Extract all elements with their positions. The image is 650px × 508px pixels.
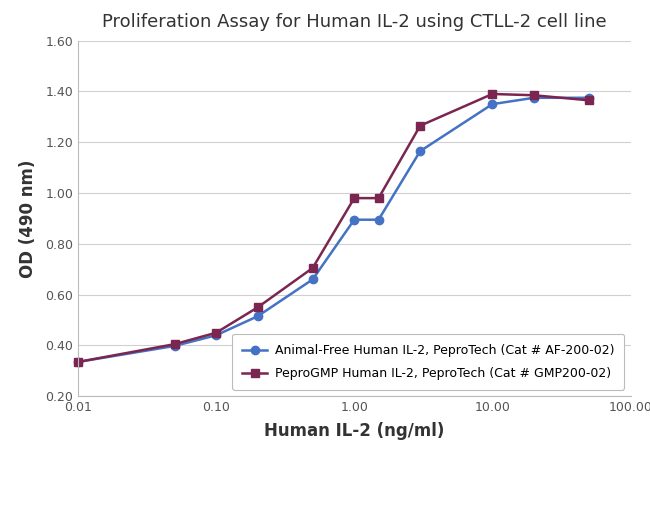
Title: Proliferation Assay for Human IL-2 using CTLL-2 cell line: Proliferation Assay for Human IL-2 using… (102, 13, 606, 31)
PeproGMP Human IL-2, PeproTech (Cat # GMP200-02) (374, 195, 382, 201)
Y-axis label: OD (490 nm): OD (490 nm) (19, 159, 37, 278)
Animal-Free Human IL-2, PeproTech (Cat # AF-200-02) (489, 101, 497, 107)
Animal-Free Human IL-2, PeproTech (Cat # AF-200-02) (74, 359, 82, 365)
PeproGMP Human IL-2, PeproTech (Cat # GMP200-02) (74, 359, 82, 365)
PeproGMP Human IL-2, PeproTech (Cat # GMP200-02) (309, 265, 317, 271)
PeproGMP Human IL-2, PeproTech (Cat # GMP200-02) (350, 195, 358, 201)
Line: Animal-Free Human IL-2, PeproTech (Cat # AF-200-02): Animal-Free Human IL-2, PeproTech (Cat #… (74, 93, 593, 366)
PeproGMP Human IL-2, PeproTech (Cat # GMP200-02) (212, 330, 220, 336)
Animal-Free Human IL-2, PeproTech (Cat # AF-200-02) (350, 217, 358, 223)
Animal-Free Human IL-2, PeproTech (Cat # AF-200-02) (585, 95, 593, 101)
Animal-Free Human IL-2, PeproTech (Cat # AF-200-02) (254, 313, 261, 320)
PeproGMP Human IL-2, PeproTech (Cat # GMP200-02) (416, 123, 424, 129)
PeproGMP Human IL-2, PeproTech (Cat # GMP200-02) (254, 304, 261, 310)
PeproGMP Human IL-2, PeproTech (Cat # GMP200-02) (171, 341, 179, 347)
X-axis label: Human IL-2 (ng/ml): Human IL-2 (ng/ml) (264, 423, 445, 440)
Animal-Free Human IL-2, PeproTech (Cat # AF-200-02) (374, 217, 382, 223)
Line: PeproGMP Human IL-2, PeproTech (Cat # GMP200-02): PeproGMP Human IL-2, PeproTech (Cat # GM… (74, 90, 593, 366)
Animal-Free Human IL-2, PeproTech (Cat # AF-200-02) (212, 332, 220, 338)
Animal-Free Human IL-2, PeproTech (Cat # AF-200-02) (171, 343, 179, 349)
Legend: Animal-Free Human IL-2, PeproTech (Cat # AF-200-02), PeproGMP Human IL-2, PeproT: Animal-Free Human IL-2, PeproTech (Cat #… (232, 334, 624, 390)
Animal-Free Human IL-2, PeproTech (Cat # AF-200-02) (416, 148, 424, 154)
Animal-Free Human IL-2, PeproTech (Cat # AF-200-02) (309, 276, 317, 282)
PeproGMP Human IL-2, PeproTech (Cat # GMP200-02) (585, 98, 593, 104)
PeproGMP Human IL-2, PeproTech (Cat # GMP200-02) (530, 92, 538, 99)
Animal-Free Human IL-2, PeproTech (Cat # AF-200-02) (530, 95, 538, 101)
PeproGMP Human IL-2, PeproTech (Cat # GMP200-02) (489, 91, 497, 97)
